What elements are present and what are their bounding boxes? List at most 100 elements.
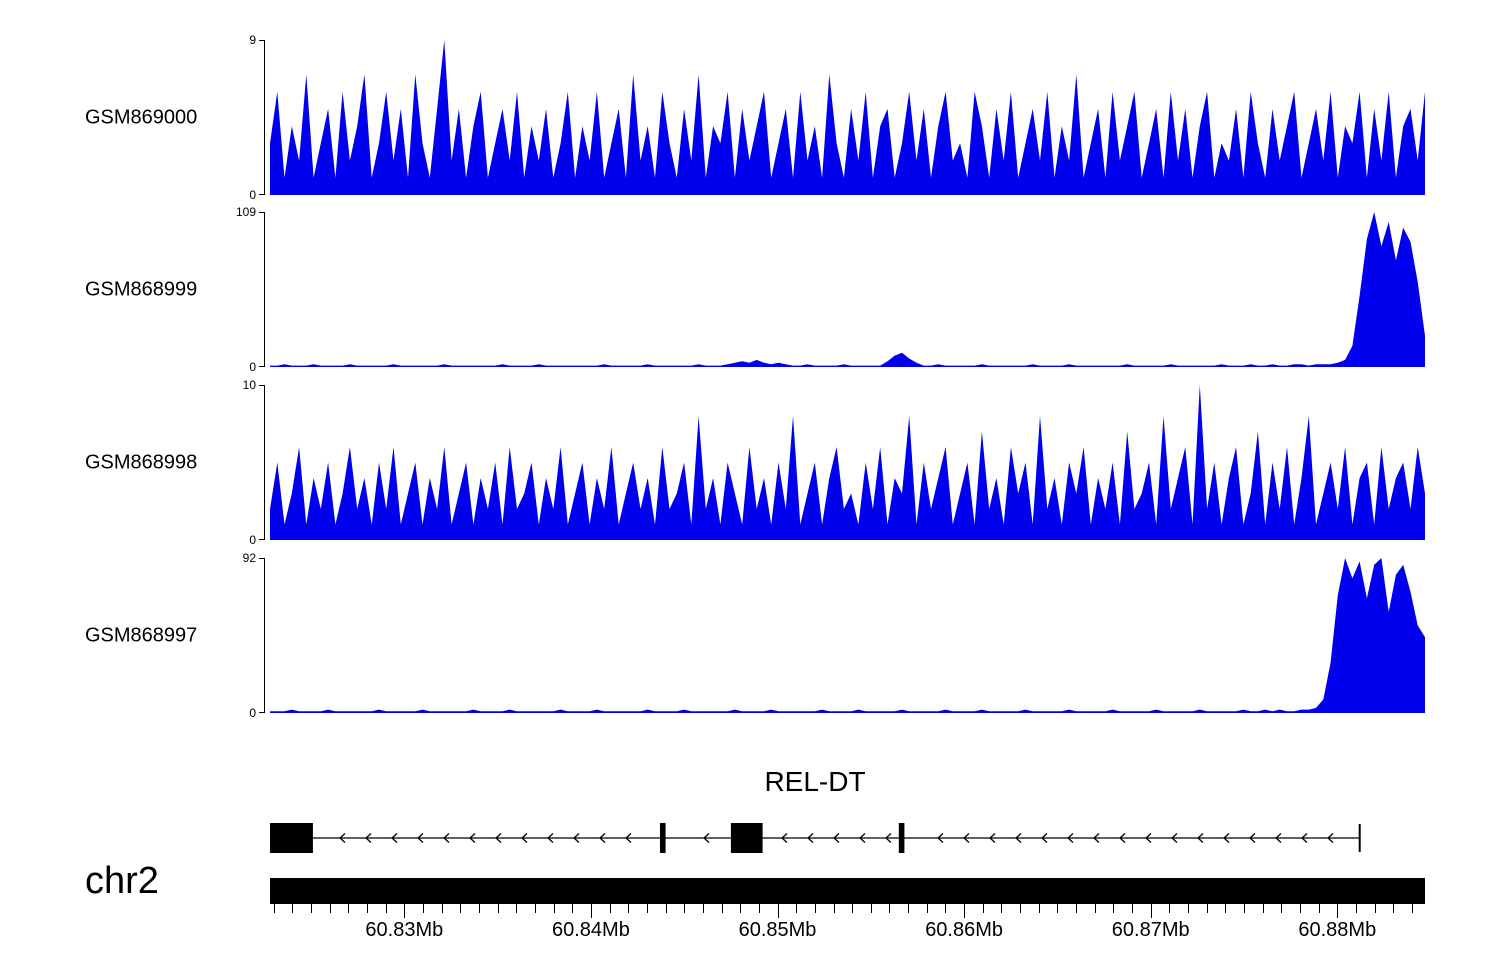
y-axis-min-label: 0 <box>249 706 256 720</box>
axis-minor-tick <box>1411 904 1413 913</box>
y-axis-min-label: 0 <box>249 188 256 202</box>
axis-minor-tick <box>1188 904 1190 913</box>
strand-arrow-icon <box>1197 833 1204 843</box>
axis-minor-tick <box>945 904 947 913</box>
axis-major-tick <box>1150 904 1152 918</box>
strand-arrow-icon <box>885 833 892 843</box>
chromosome-bar <box>270 878 1425 904</box>
strand-arrow-icon <box>781 833 788 843</box>
axis-minor-tick <box>1262 904 1264 913</box>
y-axis-line <box>264 40 265 195</box>
axis-minor-tick <box>1094 904 1096 913</box>
axis-minor-tick <box>702 904 704 913</box>
strand-arrow-icon <box>807 833 814 843</box>
axis-minor-tick <box>553 904 555 913</box>
coverage-plot-area <box>270 40 1425 195</box>
coverage-plot-area <box>270 385 1425 540</box>
axis-minor-tick <box>1225 904 1227 913</box>
y-axis-max-label: 109 <box>235 205 256 219</box>
track-label: GSM869000 <box>85 106 198 128</box>
axis-minor-tick <box>1355 904 1357 913</box>
coverage-track-row-3: GSM868998 10 0 <box>0 379 1500 546</box>
axis-minor-tick <box>516 904 518 913</box>
y-axis-tick <box>259 366 265 367</box>
coverage-plot <box>270 212 1425 367</box>
coverage-track-row-4: GSM868997 92 0 <box>0 552 1500 719</box>
axis-minor-tick <box>1374 904 1376 913</box>
strand-arrow-icon <box>1171 833 1178 843</box>
axis-minor-tick <box>311 904 313 913</box>
coverage-plot-area <box>270 558 1425 713</box>
y-axis-max-label: 10 <box>242 378 256 392</box>
axis-minor-tick <box>385 904 387 913</box>
axis-minor-tick <box>1001 904 1003 913</box>
axis-minor-tick <box>758 904 760 913</box>
axis-minor-tick <box>497 904 499 913</box>
axis-minor-tick <box>926 904 928 913</box>
strand-arrow-icon <box>625 833 632 843</box>
exon-box <box>730 823 763 853</box>
gene-model <box>270 823 1361 853</box>
track-label: GSM868997 <box>85 624 198 646</box>
axis-minor-tick <box>609 904 611 913</box>
strand-arrow-icon <box>339 833 346 843</box>
y-axis-tick <box>259 539 265 540</box>
axis-minor-tick <box>441 904 443 913</box>
y-axis-line <box>264 558 265 713</box>
strand-arrow-icon <box>547 833 554 843</box>
axis-minor-tick <box>1281 904 1283 913</box>
coverage-area <box>270 385 1425 540</box>
coverage-plot-area <box>270 212 1425 367</box>
gene-name-label: REL-DT <box>764 766 866 797</box>
axis-minor-tick <box>646 904 648 913</box>
exon-thin <box>659 823 666 853</box>
y-axis-line <box>264 212 265 367</box>
axis-minor-tick <box>870 904 872 913</box>
strand-arrow-icon <box>391 833 398 843</box>
axis-minor-tick <box>534 904 536 913</box>
axis-minor-tick <box>572 904 574 913</box>
gene-model-track <box>270 816 1425 860</box>
axis-major-tick <box>590 904 592 918</box>
strand-arrow-icon <box>1093 833 1100 843</box>
axis-minor-tick <box>423 904 424 913</box>
axis-minor-tick <box>1299 904 1301 913</box>
strand-arrow-icon <box>1145 833 1152 843</box>
axis-minor-tick <box>628 904 630 913</box>
axis-minor-tick <box>1206 904 1208 913</box>
strand-arrow-icon <box>1067 833 1074 843</box>
strand-arrow-icon <box>495 833 502 843</box>
chromosome-label: chr2 <box>85 860 159 902</box>
axis-tick-label: 60.85Mb <box>738 919 817 941</box>
strand-arrow-icon <box>833 833 840 843</box>
axis-minor-tick <box>348 904 350 913</box>
axis-tick-label: 60.86Mb <box>925 919 1004 941</box>
strand-arrow-icon <box>1275 833 1282 843</box>
axis-minor-tick <box>665 904 667 913</box>
strand-arrow-icon <box>365 833 372 843</box>
axis-tick-label: 60.83Mb <box>365 919 444 941</box>
strand-arrow-icon <box>859 833 866 843</box>
strand-arrow-icon <box>989 833 996 843</box>
y-axis-line <box>264 385 265 540</box>
strand-arrow-icon <box>573 833 580 843</box>
coverage-track-row-2: GSM868999 109 0 <box>0 206 1500 373</box>
axis-minor-tick <box>1020 904 1022 913</box>
axis-minor-tick <box>273 904 275 913</box>
genome-axis: 60.83Mb 60.84Mb 60.85Mb 60.86Mb 60.87Mb 60.88… <box>0 904 1500 964</box>
axis-minor-tick <box>796 904 798 913</box>
axis-minor-tick <box>833 904 835 913</box>
axis-minor-tick <box>721 904 723 913</box>
axis-minor-tick <box>1113 904 1115 913</box>
axis-minor-tick <box>1076 904 1078 913</box>
strand-arrow-icon <box>1301 833 1308 843</box>
coverage-area <box>270 558 1425 713</box>
exon-thin <box>898 823 905 853</box>
track-label: GSM868999 <box>85 278 198 300</box>
coverage-area <box>270 212 1425 367</box>
strand-arrow-icon <box>937 833 944 843</box>
coverage-area <box>270 40 1425 195</box>
strand-arrow-icon <box>599 833 606 843</box>
axis-minor-tick <box>908 904 910 913</box>
y-axis-tick <box>259 40 265 41</box>
